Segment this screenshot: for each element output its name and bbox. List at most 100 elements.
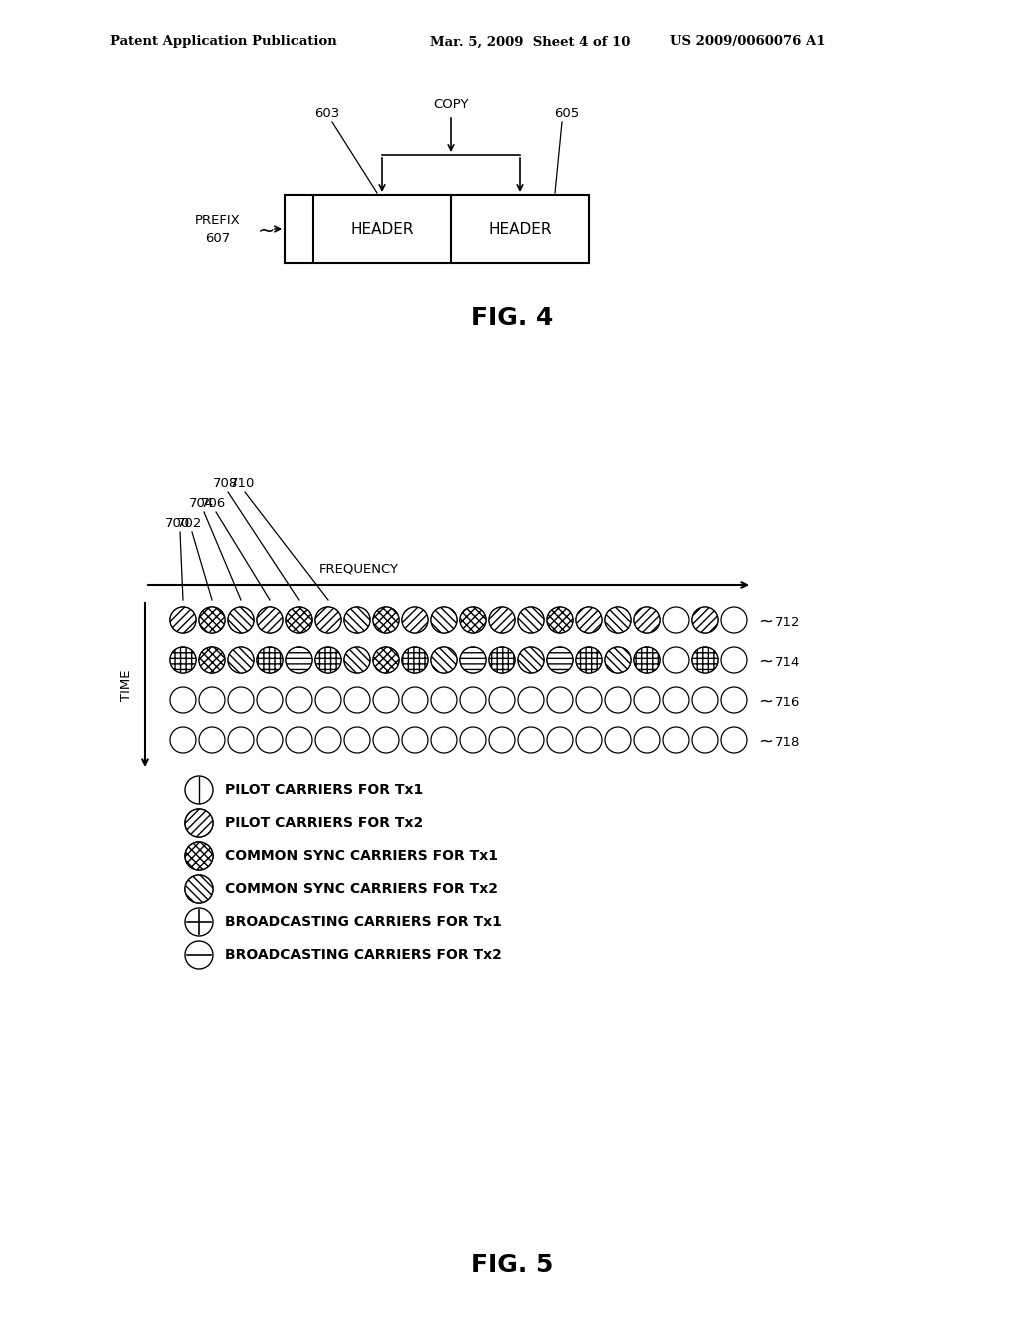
Ellipse shape — [634, 607, 660, 634]
Ellipse shape — [402, 647, 428, 673]
Text: ~: ~ — [758, 733, 773, 751]
Ellipse shape — [489, 686, 515, 713]
Text: Mar. 5, 2009  Sheet 4 of 10: Mar. 5, 2009 Sheet 4 of 10 — [430, 36, 631, 49]
Ellipse shape — [692, 647, 718, 673]
Ellipse shape — [286, 607, 312, 634]
Ellipse shape — [257, 607, 283, 634]
Ellipse shape — [185, 875, 213, 903]
Ellipse shape — [170, 647, 196, 673]
Text: 702: 702 — [177, 517, 203, 531]
Ellipse shape — [721, 727, 746, 752]
Ellipse shape — [692, 727, 718, 752]
Text: COMMON SYNC CARRIERS FOR Tx1: COMMON SYNC CARRIERS FOR Tx1 — [225, 849, 498, 863]
Ellipse shape — [344, 647, 370, 673]
Ellipse shape — [185, 842, 213, 870]
Ellipse shape — [185, 908, 213, 936]
Text: Patent Application Publication: Patent Application Publication — [110, 36, 337, 49]
Ellipse shape — [518, 607, 544, 634]
Text: PILOT CARRIERS FOR Tx2: PILOT CARRIERS FOR Tx2 — [225, 816, 423, 830]
Ellipse shape — [373, 686, 399, 713]
Ellipse shape — [547, 727, 573, 752]
Ellipse shape — [170, 607, 196, 634]
Ellipse shape — [518, 647, 544, 673]
Ellipse shape — [228, 727, 254, 752]
Ellipse shape — [489, 607, 515, 634]
Ellipse shape — [344, 607, 370, 634]
Ellipse shape — [185, 842, 213, 870]
Ellipse shape — [228, 607, 254, 634]
Text: 708: 708 — [213, 477, 239, 490]
Text: FIG. 4: FIG. 4 — [471, 306, 553, 330]
Ellipse shape — [547, 647, 573, 673]
Text: PREFIX: PREFIX — [196, 214, 241, 227]
Text: ~: ~ — [758, 612, 773, 631]
Ellipse shape — [489, 647, 515, 673]
Ellipse shape — [547, 647, 573, 673]
Ellipse shape — [373, 607, 399, 634]
Ellipse shape — [199, 727, 225, 752]
Ellipse shape — [460, 686, 486, 713]
Ellipse shape — [315, 607, 341, 634]
Ellipse shape — [663, 686, 689, 713]
Ellipse shape — [199, 607, 225, 634]
Ellipse shape — [344, 686, 370, 713]
Ellipse shape — [199, 647, 225, 673]
Ellipse shape — [692, 686, 718, 713]
Ellipse shape — [634, 727, 660, 752]
Text: ~: ~ — [257, 220, 274, 242]
Ellipse shape — [489, 607, 515, 634]
Ellipse shape — [228, 647, 254, 673]
Ellipse shape — [170, 686, 196, 713]
Ellipse shape — [489, 647, 515, 673]
Ellipse shape — [257, 607, 283, 634]
Ellipse shape — [431, 607, 457, 634]
Ellipse shape — [199, 647, 225, 673]
Ellipse shape — [518, 686, 544, 713]
Text: PILOT CARRIERS FOR Tx1: PILOT CARRIERS FOR Tx1 — [225, 783, 423, 797]
Text: 700: 700 — [165, 517, 190, 531]
Ellipse shape — [575, 647, 602, 673]
Ellipse shape — [605, 727, 631, 752]
Ellipse shape — [315, 686, 341, 713]
Ellipse shape — [489, 727, 515, 752]
Text: 605: 605 — [554, 107, 580, 120]
Ellipse shape — [634, 607, 660, 634]
Ellipse shape — [257, 727, 283, 752]
Ellipse shape — [460, 647, 486, 673]
Ellipse shape — [460, 727, 486, 752]
Ellipse shape — [170, 607, 196, 634]
Ellipse shape — [721, 607, 746, 634]
Text: ~: ~ — [758, 653, 773, 671]
Ellipse shape — [185, 809, 213, 837]
Text: BROADCASTING CARRIERS FOR Tx2: BROADCASTING CARRIERS FOR Tx2 — [225, 948, 502, 962]
Ellipse shape — [605, 686, 631, 713]
Ellipse shape — [185, 941, 213, 969]
Ellipse shape — [257, 647, 283, 673]
Text: BROADCASTING CARRIERS FOR Tx1: BROADCASTING CARRIERS FOR Tx1 — [225, 915, 502, 929]
Ellipse shape — [315, 607, 341, 634]
Ellipse shape — [575, 607, 602, 634]
Ellipse shape — [460, 607, 486, 634]
Ellipse shape — [402, 727, 428, 752]
Text: 706: 706 — [202, 498, 226, 510]
Ellipse shape — [315, 647, 341, 673]
Ellipse shape — [575, 647, 602, 673]
Ellipse shape — [605, 607, 631, 634]
Text: 714: 714 — [775, 656, 801, 668]
Text: 607: 607 — [206, 232, 230, 246]
Text: FIG. 5: FIG. 5 — [471, 1253, 553, 1276]
Ellipse shape — [605, 607, 631, 634]
Ellipse shape — [518, 607, 544, 634]
Ellipse shape — [547, 607, 573, 634]
Ellipse shape — [721, 647, 746, 673]
Ellipse shape — [257, 686, 283, 713]
Ellipse shape — [518, 727, 544, 752]
Ellipse shape — [373, 647, 399, 673]
Ellipse shape — [431, 647, 457, 673]
Ellipse shape — [344, 647, 370, 673]
Ellipse shape — [185, 809, 213, 837]
Ellipse shape — [460, 607, 486, 634]
Ellipse shape — [634, 647, 660, 673]
Ellipse shape — [402, 686, 428, 713]
Ellipse shape — [315, 727, 341, 752]
